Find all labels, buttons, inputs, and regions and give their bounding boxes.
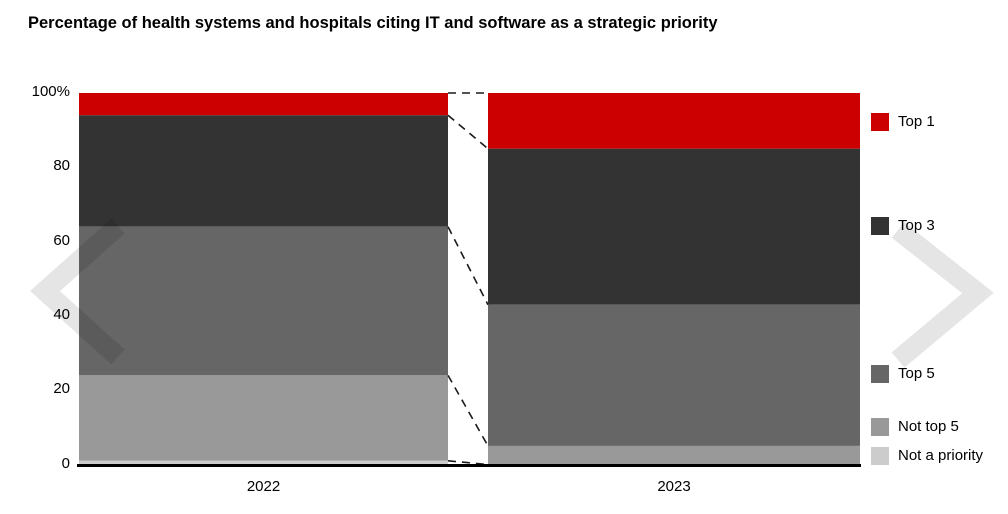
connector-line — [447, 459, 489, 466]
legend-item: Top 5 — [871, 364, 935, 384]
bar-segment-2023-top-1 — [488, 93, 860, 149]
carousel-next-button[interactable] — [891, 222, 994, 368]
bar-segment-2023-not-top-5 — [488, 445, 860, 465]
bar-segment-2022-top-5 — [79, 226, 448, 376]
legend-swatch — [871, 447, 889, 465]
bar-segment-2022-not-a-priority — [79, 460, 448, 465]
connector-line — [447, 226, 489, 306]
y-axis-tick-label: 0 — [61, 454, 70, 472]
legend-label: Not top 5 — [898, 418, 959, 435]
legend-item: Not a priority — [871, 446, 983, 466]
connector-line — [447, 114, 489, 150]
bar-segment-2023-top-5 — [488, 304, 860, 446]
legend-item: Top 3 — [871, 216, 935, 236]
y-axis-tick-label: 40 — [53, 305, 70, 323]
y-axis-tick-label: 100% — [31, 83, 70, 100]
connector-line — [447, 374, 489, 447]
legend-label: Top 5 — [898, 365, 935, 382]
x-axis-category-label: 2023 — [657, 478, 691, 495]
legend-item: Top 1 — [871, 112, 935, 132]
legend-swatch — [871, 113, 889, 131]
chart-title: Percentage of health systems and hospita… — [28, 14, 718, 32]
y-axis-tick-label: 20 — [53, 380, 70, 398]
chevron-left-icon — [30, 218, 125, 365]
bar-segment-2022-not-top-5 — [79, 375, 448, 461]
bar-segment-2023-top-3 — [488, 148, 860, 305]
y-axis-tick-label: 60 — [53, 231, 70, 249]
carousel-previous-button[interactable] — [30, 218, 125, 365]
legend-swatch — [871, 365, 889, 383]
legend-label: Not a priority — [898, 447, 984, 464]
legend-item: Not top 5 — [871, 417, 959, 437]
x-axis-category-label: 2022 — [246, 478, 281, 495]
chevron-right-icon — [891, 222, 994, 368]
legend-label: Top 3 — [898, 217, 935, 234]
bar-segment-2022-top-1 — [79, 93, 448, 116]
legend-swatch — [871, 217, 889, 235]
legend-label: Top 1 — [898, 113, 935, 130]
y-axis-tick-label: 80 — [53, 157, 70, 175]
legend-swatch — [871, 418, 889, 436]
bar-segment-2022-top-3 — [79, 115, 448, 227]
